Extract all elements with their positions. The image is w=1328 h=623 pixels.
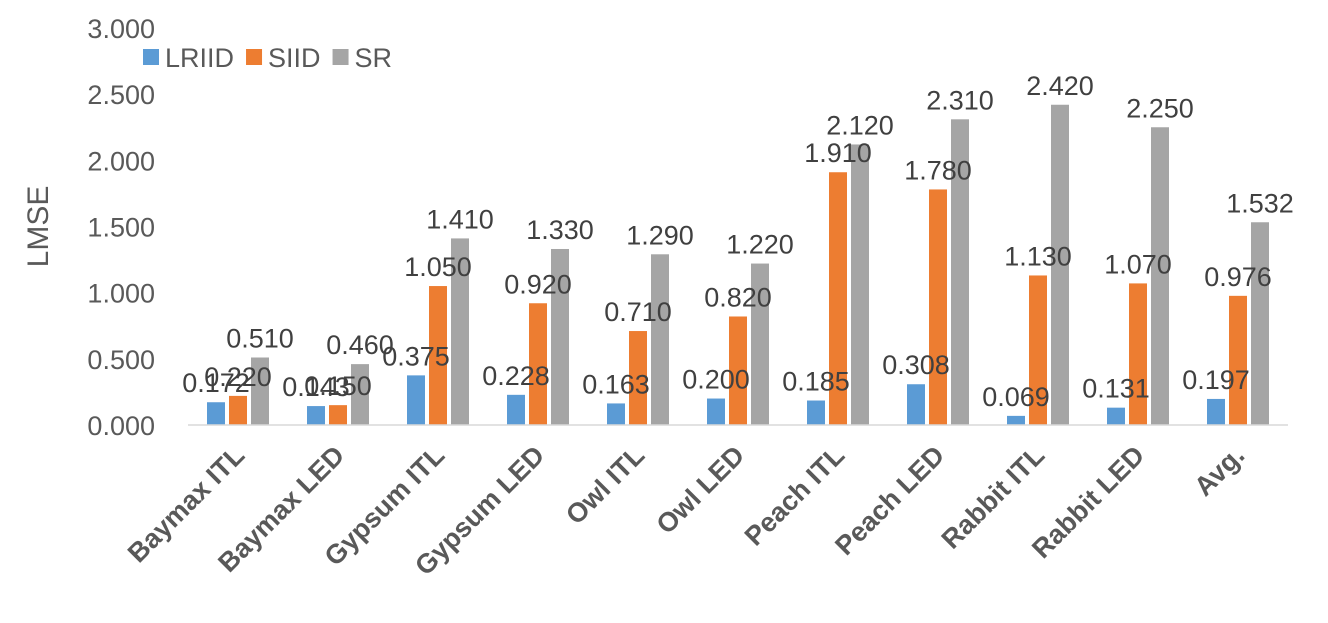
bar-siid xyxy=(429,286,447,425)
y-tick-label: 1.000 xyxy=(87,279,155,309)
data-label-sr: 2.120 xyxy=(826,110,894,140)
data-label-siid: 1.130 xyxy=(1004,241,1072,271)
bar-sr xyxy=(851,144,869,425)
data-label-sr: 1.290 xyxy=(626,220,694,250)
data-label-siid: 1.910 xyxy=(804,138,872,168)
bar-lriid xyxy=(1207,398,1225,425)
data-label-lriid: 0.069 xyxy=(982,382,1050,412)
data-label-siid: 0.820 xyxy=(704,282,772,312)
y-axis: 0.000 0.500 1.000 1.500 2.000 2.500 3.000 xyxy=(87,14,155,441)
y-tick-label: 0.000 xyxy=(87,411,155,441)
data-label-lriid: 0.228 xyxy=(482,361,550,391)
data-label-lriid: 0.200 xyxy=(682,365,750,395)
data-label-sr: 1.330 xyxy=(526,215,594,245)
bar-lriid xyxy=(707,398,725,425)
y-tick-label: 2.000 xyxy=(87,146,155,176)
data-label-sr: 2.420 xyxy=(1026,71,1094,101)
y-tick-label: 3.000 xyxy=(87,14,155,44)
bar-sr xyxy=(751,263,769,425)
x-tick-label: Avg. xyxy=(1188,440,1250,502)
data-label-siid: 1.780 xyxy=(904,155,972,185)
y-tick-label: 0.500 xyxy=(87,345,155,375)
legend: LRIID SIID SR xyxy=(143,43,392,73)
bar-siid xyxy=(329,405,347,425)
bar-sr xyxy=(351,364,369,425)
bar-lriid xyxy=(607,403,625,425)
bar-siid xyxy=(929,189,947,425)
data-label-lriid: 0.185 xyxy=(782,367,850,397)
data-label-sr: 0.510 xyxy=(226,324,294,354)
bar-sr xyxy=(951,119,969,425)
legend-swatch-sr xyxy=(332,49,349,65)
bar-siid xyxy=(1029,275,1047,425)
bar-lriid xyxy=(507,394,525,425)
bar-lriid xyxy=(207,402,225,425)
data-label-siid: 1.050 xyxy=(404,252,472,282)
data-label-siid: 0.920 xyxy=(504,269,572,299)
legend-label-siid: SIID xyxy=(268,43,321,73)
bar-sr xyxy=(1051,104,1069,426)
bar-siid xyxy=(1229,295,1247,425)
bar-lriid xyxy=(407,375,425,425)
data-label-sr: 1.532 xyxy=(1226,188,1294,218)
data-label-sr: 0.460 xyxy=(326,330,394,360)
bar-siid xyxy=(829,172,847,425)
bar-sr xyxy=(1251,222,1269,425)
bar-lriid xyxy=(307,406,325,425)
data-label-lriid: 0.375 xyxy=(382,341,450,371)
bars xyxy=(207,104,1269,426)
y-tick-label: 1.500 xyxy=(87,213,155,243)
x-tick-label: Owl ITL xyxy=(560,440,650,530)
bar-lriid xyxy=(1107,407,1125,425)
data-label-sr: 2.310 xyxy=(926,85,994,115)
bar-siid xyxy=(629,331,647,425)
data-label-lriid: 0.197 xyxy=(1182,365,1250,395)
data-label-siid: 0.220 xyxy=(204,362,272,392)
data-label-lriid: 0.143 xyxy=(282,372,350,402)
x-tick-label: Peach LED xyxy=(829,440,950,561)
data-label-sr: 1.220 xyxy=(726,230,794,260)
y-tick-label: 2.500 xyxy=(87,80,155,110)
data-label-lriid: 0.163 xyxy=(582,369,650,399)
data-label-siid: 0.710 xyxy=(604,297,672,327)
bar-siid xyxy=(1129,283,1147,425)
bar-lriid xyxy=(1007,415,1025,425)
bar-siid xyxy=(229,395,247,425)
data-label-siid: 0.976 xyxy=(1204,262,1272,292)
bar-lriid xyxy=(807,400,825,425)
legend-swatch-siid xyxy=(246,49,263,65)
bar-lriid xyxy=(907,384,925,425)
legend-label-lriid: LRIID xyxy=(165,43,234,73)
data-label-lriid: 0.308 xyxy=(882,350,950,380)
legend-swatch-lriid xyxy=(143,49,159,65)
bar-siid xyxy=(529,303,547,425)
bar-sr xyxy=(651,254,669,425)
data-label-siid: 0.150 xyxy=(304,371,372,401)
bar-sr xyxy=(451,238,469,425)
data-label-sr: 2.250 xyxy=(1126,93,1194,123)
data-label-lriid: 0.172 xyxy=(182,368,250,398)
bar-siid xyxy=(729,316,747,425)
bar-sr xyxy=(251,357,269,425)
data-label-siid: 1.070 xyxy=(1104,249,1172,279)
x-tick-label: Owl LED xyxy=(651,440,751,540)
data-label-lriid: 0.131 xyxy=(1082,374,1150,404)
bar-sr xyxy=(551,248,569,425)
data-label-sr: 1.410 xyxy=(426,204,494,234)
legend-label-sr: SR xyxy=(355,43,393,73)
bar-sr xyxy=(1151,127,1169,425)
y-axis-title: LMSE xyxy=(22,186,55,268)
